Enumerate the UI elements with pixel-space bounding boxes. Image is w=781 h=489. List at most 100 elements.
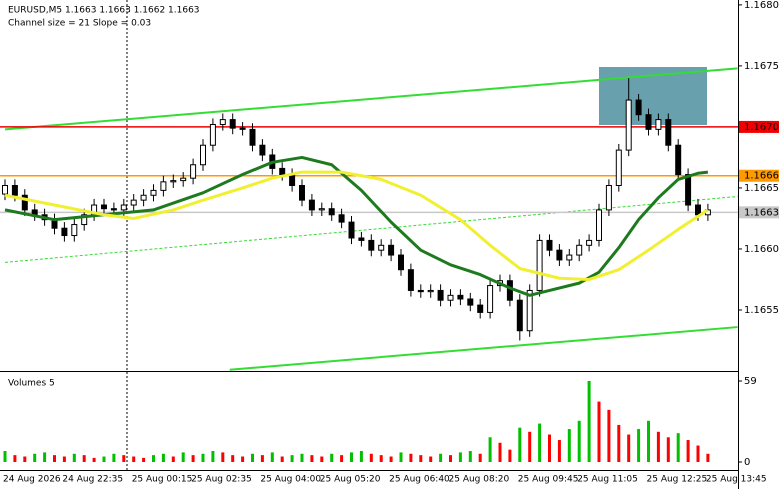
- x-tick-label: 25 Aug 02:35: [191, 475, 252, 485]
- x-tick-label: 25 Aug 00:15: [132, 475, 193, 485]
- volume-bar: [706, 453, 710, 462]
- volume-bar: [231, 455, 235, 462]
- volume-bar: [350, 452, 353, 462]
- volume-bar: [676, 433, 680, 462]
- price-label-box: [739, 206, 779, 219]
- volume-bar: [260, 455, 264, 462]
- candle-body: [665, 119, 672, 146]
- candle-body: [71, 224, 78, 237]
- highlight-zone: [599, 67, 707, 125]
- volume-bar: [191, 455, 195, 462]
- candle-body: [635, 99, 642, 116]
- candle-body: [645, 114, 652, 130]
- candle-body: [81, 214, 88, 226]
- candle-body: [536, 239, 543, 291]
- candle-body: [219, 119, 226, 125]
- volume-bar: [617, 424, 621, 462]
- candle-body: [338, 214, 345, 223]
- x-tick-label: 24 Aug 22:35: [62, 475, 123, 485]
- volume-bar: [419, 455, 423, 462]
- x-tick-label: 25 Aug 09:45: [518, 475, 579, 485]
- volume-bar: [637, 429, 641, 462]
- x-tick-label: 25 Aug 08:20: [449, 475, 510, 485]
- candle-body: [467, 298, 474, 306]
- candle-body: [289, 174, 296, 187]
- y-tick-label: 1.1680: [744, 0, 779, 11]
- candle-body: [596, 209, 602, 241]
- volume-bar: [3, 451, 7, 462]
- candle-body: [556, 249, 563, 261]
- candle-body: [566, 254, 573, 261]
- candle-body: [299, 185, 305, 201]
- volume-bar: [686, 440, 690, 462]
- candle-body: [229, 119, 236, 129]
- candle-body: [516, 299, 523, 332]
- volume-bar: [458, 452, 462, 462]
- candle-body: [21, 194, 28, 211]
- candle-body: [407, 269, 414, 291]
- candle-body: [675, 144, 682, 176]
- price-label: 1.1670: [744, 122, 779, 133]
- candle-body: [457, 294, 464, 300]
- volume-bar: [92, 457, 96, 462]
- volume-bar: [23, 456, 27, 462]
- volume-bar: [310, 455, 314, 462]
- volume-bar: [538, 423, 542, 462]
- candle-body: [11, 185, 18, 196]
- volume-bar: [132, 456, 136, 462]
- volume-bar: [696, 445, 700, 462]
- volume-bar: [221, 452, 225, 462]
- candle-body: [437, 289, 444, 301]
- volume-bar: [290, 455, 294, 462]
- candle-body: [487, 285, 494, 313]
- trendline: [229, 326, 738, 371]
- y-tick-label: 1.1675: [744, 61, 779, 72]
- volume-bar: [518, 427, 522, 462]
- candle-body: [576, 244, 583, 256]
- volume-bar: [557, 440, 561, 462]
- volume-bar: [171, 456, 175, 462]
- volume-bar: [241, 456, 245, 462]
- y-tick-label: 1.1660: [744, 244, 779, 255]
- candle-body: [546, 239, 553, 251]
- candle-body: [358, 237, 365, 241]
- candle-body: [685, 174, 692, 206]
- volume-bar: [597, 401, 601, 462]
- price-label: 1.1663: [744, 207, 779, 218]
- volume-bar: [142, 457, 146, 462]
- volume-bar: [429, 456, 433, 462]
- trendline: [4, 195, 738, 263]
- volume-bar: [399, 452, 403, 462]
- volume-bar: [409, 453, 413, 462]
- volume-bar: [53, 455, 56, 462]
- price-label-box: [739, 120, 779, 133]
- x-tick-label: 25 Aug 13:45: [706, 475, 767, 485]
- x-tick-label: 25 Aug 04:00: [260, 475, 321, 485]
- volume-bar: [379, 455, 383, 462]
- x-tick-label: 25 Aug 06:40: [389, 475, 450, 485]
- candle-body: [328, 208, 335, 216]
- candle-body: [209, 123, 216, 146]
- volume-bar: [112, 453, 116, 462]
- volume-bar: [488, 437, 492, 462]
- volume-bar: [528, 431, 532, 462]
- moving-average: [4, 170, 709, 281]
- volume-bar: [161, 453, 165, 462]
- volume-bar: [508, 449, 512, 462]
- candle-body: [506, 280, 513, 301]
- volume-bar: [449, 455, 452, 462]
- x-tick-label: 25 Aug 05:20: [320, 475, 381, 485]
- candle-body: [625, 99, 632, 151]
- volume-bar: [201, 453, 205, 462]
- volume-bar: [320, 456, 324, 462]
- candle-body: [180, 177, 187, 182]
- candle-body: [605, 185, 612, 211]
- volume-bar: [656, 431, 660, 462]
- y-tick-label: 1.1665: [744, 183, 779, 194]
- volume-bar: [439, 453, 443, 462]
- candle-body: [249, 128, 256, 146]
- volume-bar: [607, 409, 611, 462]
- volume-bar: [82, 455, 86, 462]
- volume-bar: [152, 455, 155, 462]
